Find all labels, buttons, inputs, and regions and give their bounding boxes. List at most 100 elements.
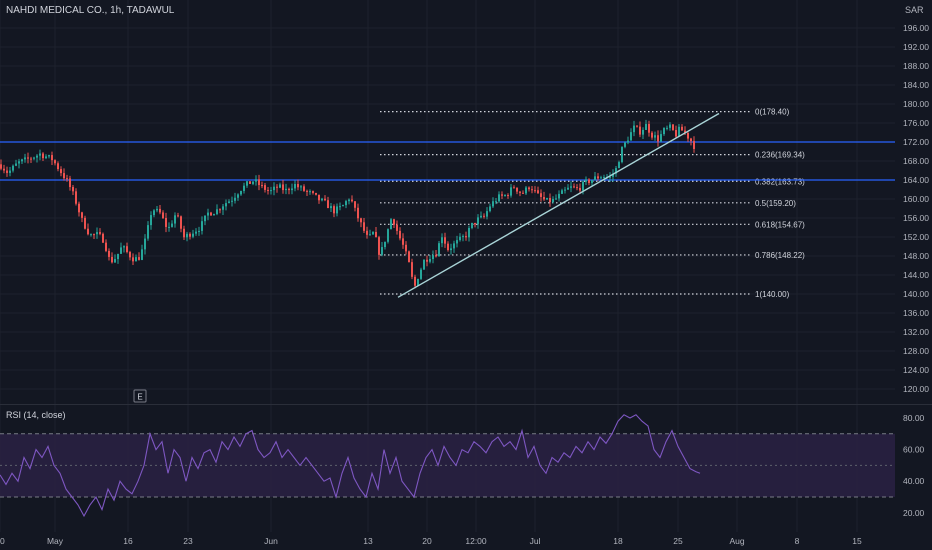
candle-body [90, 234, 92, 236]
candle-body [75, 191, 77, 204]
candle-body [501, 194, 503, 196]
candle-body [402, 238, 404, 245]
candle-body [453, 243, 455, 249]
candle-body [660, 134, 662, 142]
price-axis[interactable]: 196.00 192.00 188.00 184.00 180.00 176.00 172.… [895, 0, 932, 550]
price-tick-label: 132.00 [903, 327, 929, 337]
candle-body [588, 179, 590, 183]
trendline-line [397, 112, 720, 298]
candle-body [573, 186, 575, 188]
candle-body [84, 217, 86, 229]
candle-body [330, 206, 332, 209]
candle-body [690, 138, 692, 142]
candle-body [633, 125, 635, 133]
time-axis[interactable]: 00 May 16 23 Jun 13 20 12:00 Jul 18 25 Aug 8 15 [0, 536, 862, 546]
candle-body [324, 198, 326, 201]
candle-body [126, 246, 128, 253]
candle-body [672, 124, 674, 131]
candle-body [591, 179, 593, 183]
candle-body [684, 130, 686, 133]
price-tick-label: 136.00 [903, 308, 929, 318]
candle-body [390, 219, 392, 230]
candle-body [381, 247, 383, 255]
price-tick-label: 152.00 [903, 232, 929, 242]
candle-body [72, 187, 74, 192]
candle-body [258, 179, 260, 186]
candle-body [180, 216, 182, 229]
candle-body [138, 257, 140, 260]
candle-body [24, 157, 26, 160]
candle-body [654, 135, 656, 138]
candle-body [693, 141, 695, 149]
currency-label: SAR [905, 5, 924, 15]
candle-body [39, 153, 41, 156]
candle-body [354, 201, 356, 208]
fib-level-label: 0.236(169.34) [755, 151, 805, 160]
candle-body [507, 195, 509, 197]
fibonacci-retracement[interactable]: 0(178.40) 0.236(169.34) 0.382(163.73) 0.5(1… [380, 108, 805, 299]
candle-body [498, 194, 500, 202]
fib-level-label: 0.618(154.67) [755, 220, 805, 229]
candle-body [252, 181, 254, 184]
candle-body [54, 160, 56, 164]
candle-body [210, 212, 212, 216]
candle-body [567, 187, 569, 190]
candle-body [153, 210, 155, 216]
candle-body [582, 181, 584, 191]
candle-body [669, 124, 671, 128]
candle-body [417, 278, 419, 286]
candle-body [411, 262, 413, 277]
candle-body [201, 221, 203, 231]
candle-body [87, 228, 89, 235]
candle-body [462, 236, 464, 238]
candle-body [294, 184, 296, 189]
candle-body [549, 197, 551, 203]
candle-body [69, 178, 71, 188]
candle-body [489, 206, 491, 212]
candle-body [255, 179, 257, 182]
time-tick-label: 15 [852, 536, 862, 546]
candle-body [534, 190, 536, 192]
earnings-badge[interactable] [133, 389, 147, 403]
candle-body [540, 193, 542, 197]
trendline[interactable] [397, 112, 720, 298]
candle-body [570, 186, 572, 188]
candle-body [18, 161, 20, 164]
candle-body [12, 165, 14, 171]
candle-body [33, 157, 35, 159]
candle-body [687, 132, 689, 139]
candle-body [144, 238, 146, 250]
candle-body [51, 155, 53, 161]
time-tick-label: May [47, 536, 64, 546]
candle-body [483, 215, 485, 217]
candle-body [597, 176, 599, 179]
price-tick-label: 160.00 [903, 194, 929, 204]
candle-body [663, 128, 665, 135]
candle-body [438, 243, 440, 257]
price-tick-label: 176.00 [903, 118, 929, 128]
candle-body [423, 259, 425, 270]
symbol-title: NAHDI MEDICAL CO., 1h, TADAWUL [6, 5, 175, 16]
candle-body [21, 159, 23, 162]
time-tick-label: 23 [183, 536, 193, 546]
candle-body [618, 162, 620, 169]
candle-body [279, 184, 281, 188]
price-tick-label: 124.00 [903, 365, 929, 375]
candle-body [345, 201, 347, 206]
candle-body [369, 234, 371, 236]
candle-body [273, 186, 275, 191]
candle-body [267, 189, 269, 191]
candle-body [192, 233, 194, 237]
candle-body [195, 231, 197, 234]
candle-body [375, 231, 377, 238]
candle-body [42, 153, 44, 159]
candle-body [363, 222, 365, 231]
candle-body [162, 212, 164, 218]
price-axis-background [895, 0, 932, 550]
candle-body [558, 193, 560, 199]
candle-body [552, 199, 554, 203]
candle-body [666, 127, 668, 129]
candle-body [132, 257, 134, 262]
candle-body [0, 164, 2, 169]
